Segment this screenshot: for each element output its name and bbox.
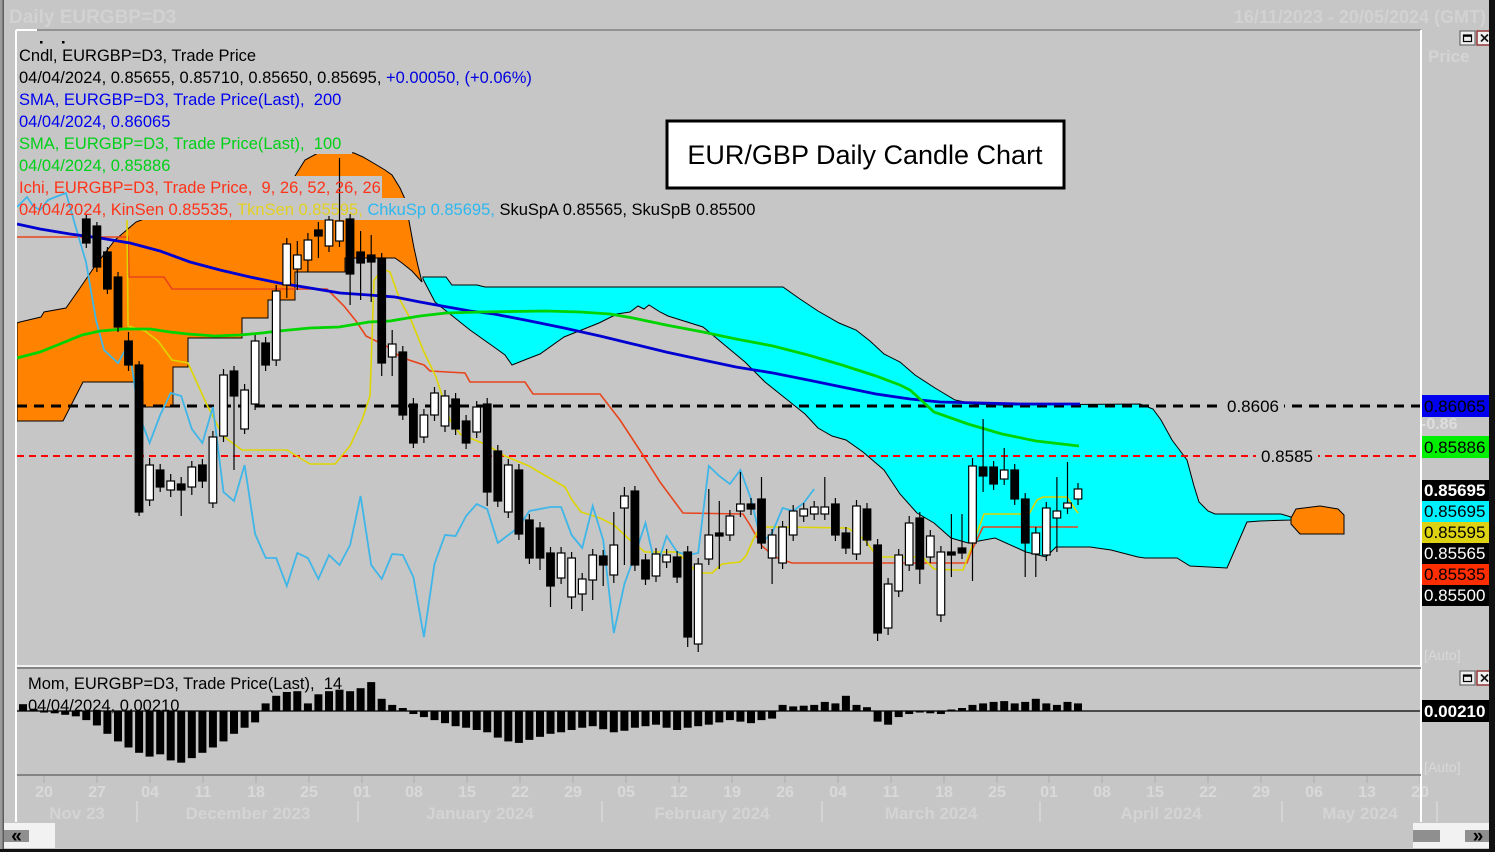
- svg-text:25: 25: [988, 784, 1006, 801]
- svg-text:«: «: [11, 826, 22, 847]
- svg-text:26: 26: [776, 784, 794, 801]
- svg-text:Price: Price: [1428, 47, 1470, 66]
- svg-text:Mom, EURGBP=D3, Trade Price(La: Mom, EURGBP=D3, Trade Price(Last), 14: [28, 675, 342, 693]
- svg-text:Ichi, EURGBP=D3, Trade Price,: Ichi, EURGBP=D3, Trade Price, 9, 26, 52,…: [19, 179, 381, 197]
- svg-text:20: 20: [35, 784, 53, 801]
- svg-text:11: 11: [195, 784, 212, 801]
- svg-text:[Auto]: [Auto]: [1424, 759, 1461, 775]
- svg-text:18: 18: [247, 784, 265, 801]
- svg-text:0.85565: 0.85565: [1424, 544, 1485, 563]
- svg-text:29: 29: [1252, 784, 1270, 801]
- svg-text:Daily EURGBP=D3: Daily EURGBP=D3: [9, 7, 176, 28]
- svg-text:11: 11: [883, 784, 900, 801]
- svg-text:18: 18: [935, 784, 953, 801]
- svg-text:15: 15: [458, 784, 476, 801]
- svg-text:0.85535: 0.85535: [1424, 565, 1485, 584]
- svg-text:13: 13: [1358, 784, 1376, 801]
- svg-text:-0.86: -0.86: [1421, 416, 1458, 433]
- svg-text:01: 01: [1040, 784, 1058, 801]
- svg-text:Cndl, EURGBP=D3, Trade Price: Cndl, EURGBP=D3, Trade Price: [19, 47, 256, 65]
- svg-text:0.85695: 0.85695: [1424, 502, 1485, 521]
- svg-text:25: 25: [300, 784, 318, 801]
- svg-text:04/04/2024, KinSen 0.85535, Tk: 04/04/2024, KinSen 0.85535, TknSen 0.855…: [19, 201, 755, 219]
- svg-text:04: 04: [141, 784, 159, 801]
- svg-text:December 2023: December 2023: [186, 804, 311, 823]
- svg-text:22: 22: [511, 784, 529, 801]
- svg-text:Nov 23: Nov 23: [49, 804, 105, 823]
- svg-text:16/11/2023 - 20/05/2024 (GMT): 16/11/2023 - 20/05/2024 (GMT): [1234, 7, 1486, 27]
- svg-text:February 2024: February 2024: [654, 804, 770, 823]
- svg-text:0.85886: 0.85886: [1424, 438, 1485, 457]
- svg-text:01: 01: [353, 784, 371, 801]
- svg-text:0.85595: 0.85595: [1424, 523, 1485, 542]
- svg-text:0.8606: 0.8606: [1227, 397, 1279, 416]
- svg-text:May 2024: May 2024: [1322, 804, 1398, 823]
- svg-text:January 2024: January 2024: [426, 804, 534, 823]
- svg-text:22: 22: [1199, 784, 1217, 801]
- svg-text:0.86065: 0.86065: [1424, 397, 1485, 416]
- svg-text:05: 05: [617, 784, 635, 801]
- svg-text:0.85695: 0.85695: [1424, 481, 1485, 500]
- svg-text:[Auto]: [Auto]: [1424, 647, 1461, 663]
- svg-text:0.8585: 0.8585: [1261, 447, 1313, 466]
- svg-text:19: 19: [723, 784, 741, 801]
- svg-text:0.00210: 0.00210: [1424, 702, 1485, 721]
- svg-text:27: 27: [88, 784, 106, 801]
- svg-text:04/04/2024, 0.86065: 04/04/2024, 0.86065: [19, 113, 170, 131]
- svg-text:15: 15: [1146, 784, 1164, 801]
- svg-text:06: 06: [1305, 784, 1323, 801]
- svg-text:EUR/GBP Daily Candle Chart: EUR/GBP Daily Candle Chart: [687, 140, 1043, 170]
- svg-text:April 2024: April 2024: [1120, 804, 1202, 823]
- svg-text:SMA, EURGBP=D3, Trade Price(La: SMA, EURGBP=D3, Trade Price(Last), 200: [19, 91, 341, 109]
- svg-text:0.85500: 0.85500: [1424, 586, 1485, 605]
- svg-text:March 2024: March 2024: [885, 804, 978, 823]
- svg-text:12: 12: [670, 784, 688, 801]
- svg-text:08: 08: [1093, 784, 1111, 801]
- svg-text:»: »: [1473, 826, 1484, 847]
- svg-text:08: 08: [405, 784, 423, 801]
- svg-text:SMA, EURGBP=D3, Trade Price(La: SMA, EURGBP=D3, Trade Price(Last), 100: [19, 135, 341, 153]
- svg-text:04: 04: [829, 784, 847, 801]
- svg-text:29: 29: [564, 784, 582, 801]
- svg-text:04/04/2024, 0.00210: 04/04/2024, 0.00210: [28, 697, 179, 715]
- svg-text:04/04/2024, 0.85886: 04/04/2024, 0.85886: [19, 157, 170, 175]
- svg-text:04/04/2024, 0.85655, 0.85710,: 04/04/2024, 0.85655, 0.85710, 0.85650, 0…: [19, 69, 532, 87]
